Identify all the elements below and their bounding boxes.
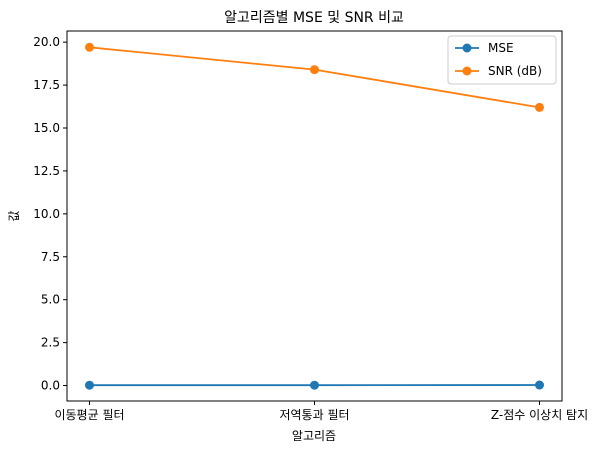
- y-tick-label: 5.0: [41, 293, 60, 307]
- x-tick-label: 저역통과 필터: [279, 408, 349, 422]
- chart-title: 알고리즘별 MSE 및 SNR 비교: [224, 10, 404, 26]
- series-layer: [85, 42, 544, 390]
- x-axis-label: 알고리즘: [292, 429, 336, 443]
- y-tick-label: 0.0: [41, 379, 60, 393]
- data-point: [85, 42, 94, 52]
- data-point: [535, 102, 544, 112]
- legend-marker-snr: [462, 66, 472, 76]
- y-axis-ticks: 0.0 2.5 5.0 7.5 10.0 12.5 15.0 17.5 20.0: [33, 35, 67, 393]
- y-tick-label: 2.5: [41, 336, 60, 350]
- x-axis-ticks: 이동평균 필터 저역통과 필터 Z-점수 이상치 탐지: [54, 401, 588, 422]
- x-tick-label: 이동평균 필터: [54, 408, 124, 422]
- y-tick-label: 12.5: [33, 164, 60, 178]
- legend-label-snr: SNR (dB): [488, 64, 542, 78]
- data-point: [85, 380, 94, 390]
- y-tick-label: 20.0: [33, 35, 60, 49]
- y-tick-label: 10.0: [33, 207, 60, 221]
- y-axis-label: 값: [7, 210, 21, 221]
- y-tick-label: 17.5: [33, 78, 60, 92]
- y-tick-label: 15.0: [33, 121, 60, 135]
- data-point: [535, 380, 544, 390]
- plot-area: [66, 30, 563, 402]
- x-tick-label: Z-점수 이상치 탐지: [491, 408, 588, 422]
- legend-label-mse: MSE: [488, 41, 514, 55]
- data-point: [310, 65, 319, 75]
- legend: MSE SNR (dB): [447, 35, 557, 85]
- data-point: [310, 380, 319, 390]
- legend-marker-mse: [462, 43, 472, 53]
- y-tick-label: 7.5: [41, 250, 60, 264]
